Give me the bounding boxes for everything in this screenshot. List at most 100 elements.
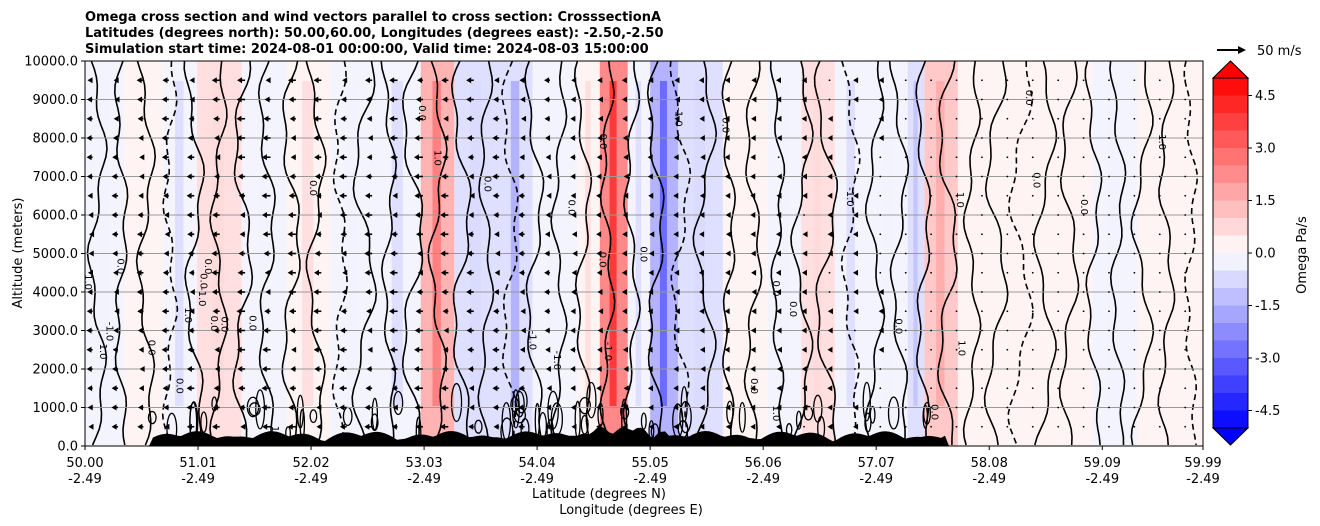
wind-vector-head <box>776 115 782 122</box>
wind-vector <box>1031 175 1034 178</box>
wind-vector-head <box>288 308 294 315</box>
wind-vector-head <box>674 308 680 315</box>
wind-vector-head <box>467 231 473 238</box>
wind-vector-head <box>265 77 271 84</box>
wind-vector-head <box>853 269 859 276</box>
wind-vector <box>1031 252 1034 255</box>
wind-vector <box>1031 117 1034 120</box>
contour-label: 0.0 <box>597 133 608 149</box>
wind-vector-head <box>827 135 833 141</box>
omega-streak <box>469 81 482 406</box>
wind-vector-head <box>518 250 524 257</box>
wind-vector-head <box>287 269 293 276</box>
contour-label: 0.0 <box>1030 172 1041 188</box>
contour-line <box>161 61 179 446</box>
wind-vector-head <box>827 308 833 315</box>
wind-vector-head <box>466 77 472 84</box>
contour-label: 0.0 <box>719 117 730 133</box>
wind-vector <box>1133 291 1136 293</box>
wind-vector-head <box>878 327 884 334</box>
wind-vector-head <box>622 250 628 257</box>
x-tick-lon: -2.49 <box>68 472 102 487</box>
wind-vector-head <box>212 308 218 315</box>
wind-vector <box>1108 156 1110 159</box>
contour-loop <box>474 419 483 434</box>
wind-vector-head <box>673 423 679 430</box>
wind-vector-head <box>544 250 550 257</box>
wind-vector-head <box>214 346 220 353</box>
wind-vector-head <box>724 366 730 372</box>
wind-vector-head <box>699 96 705 103</box>
wind-vector-head <box>466 269 472 276</box>
wind-vector-head <box>750 192 756 199</box>
wind-vector <box>1108 79 1110 82</box>
wind-vector-head <box>724 135 730 141</box>
wind-vector-head <box>287 231 293 238</box>
wind-vector <box>1031 156 1034 159</box>
contour-label: 0.0 <box>307 180 318 196</box>
wind-vector-head <box>288 96 294 103</box>
contour-label: 1.0 <box>431 150 442 166</box>
wind-vector-head <box>314 154 320 161</box>
wind-vector <box>1108 291 1110 293</box>
wind-vector <box>1057 387 1060 390</box>
wind-vector-head <box>571 423 577 430</box>
wind-vector-head <box>725 404 731 411</box>
colorbar-level <box>1213 78 1248 96</box>
wind-vector-head <box>315 231 321 238</box>
wind-vector-head <box>750 346 756 353</box>
colorbar-level <box>1213 340 1248 359</box>
wind-vector-head <box>597 135 603 141</box>
wind-vector-head <box>622 212 628 218</box>
wind-vector-head <box>494 269 500 276</box>
wind-vector <box>1006 425 1009 428</box>
wind-vector-head <box>316 404 322 411</box>
wind-vector <box>1158 291 1161 293</box>
wind-vector <box>1082 194 1085 197</box>
wind-vector-head <box>725 423 731 430</box>
wind-vector-head <box>213 115 219 122</box>
y-tick-label: 6000.0 <box>33 209 79 224</box>
wind-vector-head <box>519 77 525 84</box>
wind-vector-head <box>88 250 94 257</box>
wind-vector-head <box>212 212 218 218</box>
contour-label: 0.0 <box>246 315 257 331</box>
wind-vector <box>1057 329 1060 332</box>
wind-vector-head <box>544 96 550 103</box>
wind-vector-head <box>342 77 348 84</box>
wind-vector <box>1031 368 1034 370</box>
wind-vector <box>955 137 958 139</box>
contour-line <box>669 61 692 446</box>
wind-vector-head <box>597 327 603 334</box>
wind-vector-head <box>673 173 679 180</box>
wind-vector-head <box>239 231 245 238</box>
wind-vector-head <box>186 192 192 199</box>
wind-vector-head <box>776 385 782 392</box>
wind-vector-head <box>801 135 807 141</box>
wind-vector <box>1031 137 1034 139</box>
wind-vector <box>1006 233 1009 236</box>
wind-vector <box>1133 348 1136 351</box>
contour-label: -1.0 <box>527 331 538 351</box>
y-tick-label: 7000.0 <box>33 170 79 185</box>
wind-vector-head <box>623 366 629 372</box>
contour-label: 1.0 <box>770 405 781 421</box>
wind-vector-head <box>112 154 118 161</box>
wind-vector-head <box>724 289 730 295</box>
wind-vector <box>1082 98 1085 101</box>
wind-vector-head <box>596 250 602 257</box>
wind-vector <box>1006 310 1009 313</box>
x-axis-label-line-2: Longitude (degrees E) <box>559 503 703 518</box>
wind-vector-head <box>520 96 526 103</box>
wind-vector-head <box>136 269 142 276</box>
wind-vector-head <box>519 346 525 353</box>
wind-vector <box>930 175 933 178</box>
wind-vector <box>1158 194 1161 197</box>
wind-vector <box>930 368 933 370</box>
wind-vector-head <box>313 346 319 353</box>
wind-vector-head <box>544 308 550 315</box>
wind-vector-head <box>750 154 756 161</box>
wind-vector <box>879 252 882 255</box>
wind-vector-head <box>853 423 859 430</box>
wind-vector <box>930 194 933 197</box>
